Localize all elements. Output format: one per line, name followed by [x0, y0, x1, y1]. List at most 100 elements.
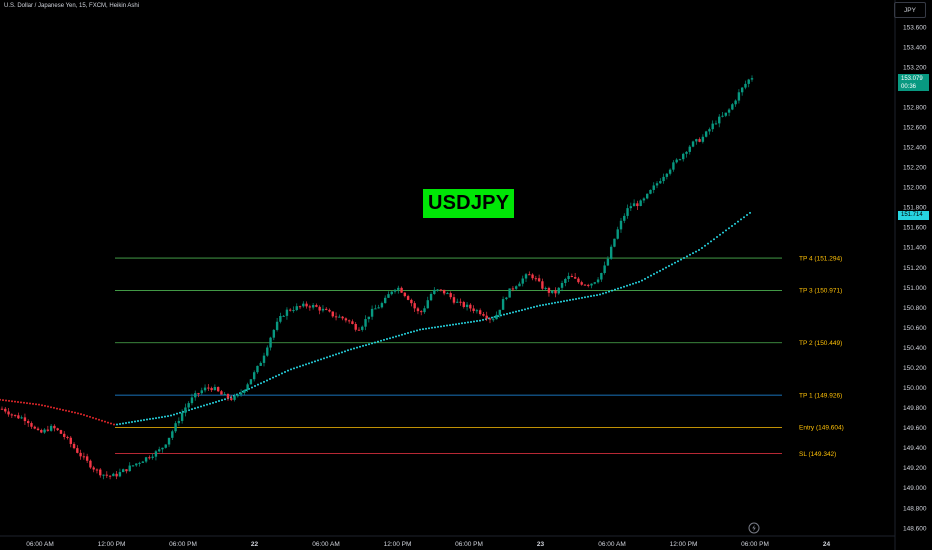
ma-dot	[611, 289, 613, 292]
candle-body	[718, 116, 721, 124]
candle-body	[135, 463, 138, 466]
candle-body	[727, 109, 731, 113]
candle-body	[380, 303, 384, 308]
candle-body	[505, 297, 508, 300]
ma-dot	[620, 286, 622, 289]
candle-body	[144, 457, 148, 462]
currency-button[interactable]: JPY	[894, 2, 926, 18]
ma-dot	[194, 407, 196, 410]
ma-dot	[131, 421, 133, 424]
candle-body	[740, 87, 744, 93]
candle-body	[377, 307, 380, 309]
ma-dot	[662, 268, 664, 271]
ma-dot	[26, 402, 28, 405]
candle-body	[688, 146, 691, 152]
ma-dot	[119, 422, 121, 425]
ma-dot	[209, 402, 211, 405]
candle-body	[678, 159, 682, 161]
ma-dot	[674, 261, 676, 264]
ma-dot	[713, 238, 715, 241]
ma-dot	[149, 418, 151, 421]
ma-dot	[0, 398, 1, 401]
candle-body	[691, 141, 695, 147]
candle-body	[521, 278, 524, 284]
ma-dot	[437, 325, 439, 328]
ma-dot	[659, 269, 661, 272]
ma-dot	[395, 335, 397, 338]
candle-body	[734, 100, 737, 105]
ma-dot	[167, 415, 169, 418]
bolt-icon[interactable]	[748, 522, 760, 534]
ma-dot	[404, 332, 406, 335]
candle-body	[629, 206, 633, 209]
ma-dot	[77, 412, 79, 415]
ma-dot	[101, 419, 103, 422]
last-price-value: 153.079	[901, 76, 923, 82]
ma-dot	[128, 421, 130, 424]
ma-dot	[692, 252, 694, 255]
candle-body	[662, 176, 665, 182]
ma-dot	[392, 336, 394, 339]
ma-dot	[677, 260, 679, 263]
candle-body	[426, 300, 429, 309]
ma-dot	[38, 403, 40, 406]
candle-body	[184, 407, 187, 413]
candle-body	[534, 278, 538, 280]
candle-body	[429, 293, 433, 301]
candle-body	[603, 265, 606, 274]
chart-title: U.S. Dollar / Japanese Yen, 15, FXCM, He…	[4, 3, 140, 9]
time-axis[interactable]: 06:00 AM 12:00 PM 06:00 PM 22 06:00 AM 12:00 …	[0, 535, 895, 548]
ma-dot	[365, 344, 367, 347]
ma-dot	[110, 422, 112, 425]
ma-dot	[407, 332, 409, 335]
ma-dot	[398, 334, 400, 337]
candle-body	[79, 452, 82, 457]
candle-body	[43, 429, 46, 433]
candle-body	[495, 314, 498, 320]
candle-body	[154, 451, 158, 457]
ma-dot	[638, 280, 640, 283]
price-tick-label: 152.200	[903, 165, 927, 172]
ma-dot	[602, 292, 604, 295]
candle-body	[334, 316, 338, 318]
candle-body	[478, 310, 482, 315]
candle-body	[452, 297, 456, 303]
candle-body	[685, 151, 688, 154]
ma-dot	[374, 341, 376, 344]
candle-body	[213, 387, 217, 391]
ma-dot	[527, 307, 529, 310]
candle-body	[347, 320, 351, 322]
ma-dot	[749, 211, 751, 214]
candle-body	[682, 153, 685, 160]
ma-dot	[32, 402, 34, 405]
candle-body	[636, 203, 639, 207]
ma-dot	[380, 339, 382, 342]
ma-dot	[701, 246, 703, 249]
ma-dot	[320, 358, 322, 361]
ma-dot	[23, 401, 25, 404]
ma-dot	[206, 403, 208, 406]
ma-dot	[509, 312, 511, 315]
candle-body	[128, 465, 131, 472]
candle-body	[252, 372, 256, 380]
candle-body	[659, 181, 662, 184]
candle-body	[13, 414, 17, 416]
ma-dot	[644, 277, 646, 280]
candle-body	[171, 431, 174, 438]
ma-dot	[260, 382, 262, 385]
ma-dot	[413, 330, 415, 333]
ma-dot	[656, 271, 658, 274]
ma-dot	[683, 256, 685, 259]
candle-body	[675, 159, 678, 163]
candle-body	[282, 315, 285, 317]
candle-body	[482, 314, 485, 316]
candle-body	[580, 282, 583, 285]
ma-dot	[8, 399, 10, 402]
ma-dot	[263, 380, 265, 383]
ma-dot	[116, 423, 118, 426]
candle-body	[488, 318, 492, 320]
candle-body	[167, 437, 171, 445]
candle-body	[570, 275, 574, 278]
price-axis[interactable]: 153.600153.400153.200153.000152.800152.6…	[894, 0, 927, 550]
